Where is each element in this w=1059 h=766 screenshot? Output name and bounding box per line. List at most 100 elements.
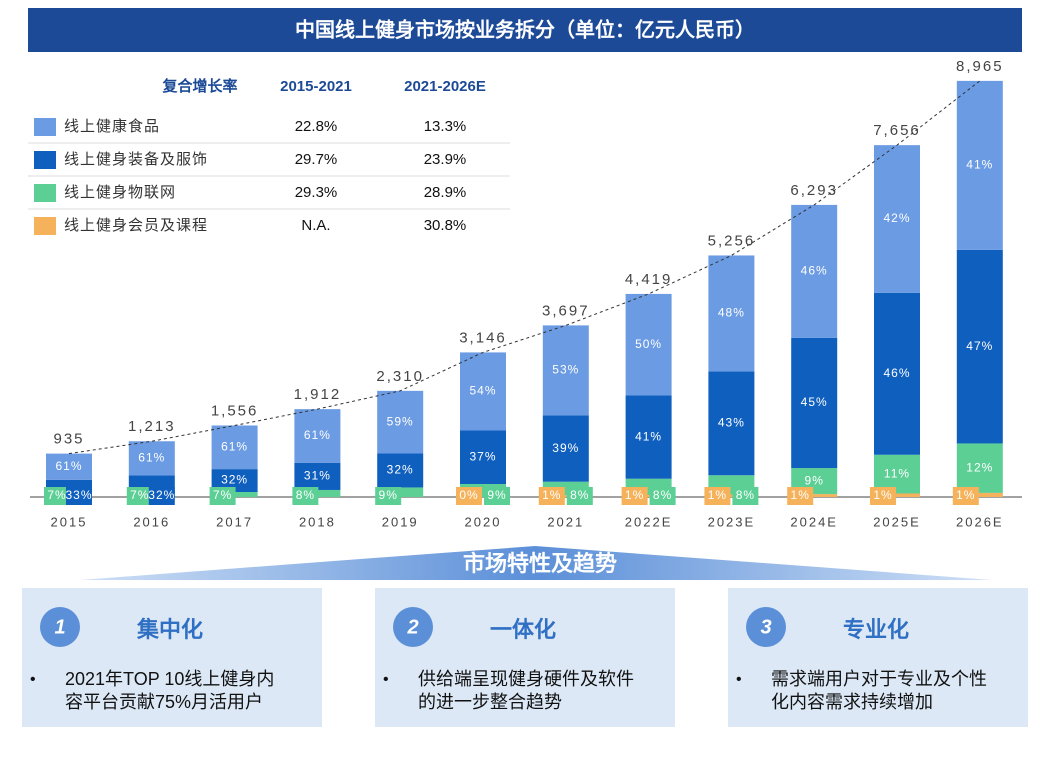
bar-segment <box>874 493 920 497</box>
cagr-value: 23.9% <box>424 151 467 168</box>
card-number: 1 <box>54 616 65 638</box>
card-title: 专业化 <box>843 617 909 642</box>
segment-label-box <box>375 487 402 505</box>
segment-label: 59% <box>387 414 414 428</box>
segment-label: 1% <box>791 488 810 502</box>
trends-title: 市场特性及趋势 <box>463 551 617 576</box>
bar-segment <box>708 494 755 497</box>
segment-label: 42% <box>883 211 910 225</box>
segment-label: 1% <box>625 488 644 502</box>
segment-label: 39% <box>552 441 579 455</box>
segment-label: 8% <box>653 488 672 502</box>
card-text: 的进一步整合趋势 <box>418 692 562 712</box>
card-text: 容平台贡献75%月活用户 <box>65 692 263 712</box>
segment-label: 61% <box>55 459 82 473</box>
segment-label: 46% <box>883 366 910 380</box>
card-title: 一体化 <box>490 617 556 642</box>
segment-label-box <box>952 487 979 505</box>
bar-segment <box>791 204 838 338</box>
segment-label: 8% <box>296 488 315 502</box>
segment-label-box <box>787 487 814 505</box>
segment-label: 8% <box>736 488 755 502</box>
segment-label: 7% <box>47 488 66 502</box>
segment-label: 32% <box>387 463 414 477</box>
segment-label-box <box>649 487 676 505</box>
x-tick-label: 2018 <box>299 514 336 529</box>
bullet: • <box>736 671 742 688</box>
segment-label: 12% <box>966 460 993 474</box>
bar-segment <box>542 495 589 497</box>
total-trend <box>68 80 981 455</box>
total-label: 1,912 <box>294 386 342 403</box>
bar-segment <box>294 409 341 463</box>
legend-label: 线上健身会员及课程 <box>64 217 208 234</box>
segment-label: 8% <box>570 488 589 502</box>
card-badge <box>393 607 433 647</box>
segment-label: 32% <box>148 488 175 502</box>
segment-label-box <box>732 487 759 505</box>
x-tick-label: 2024E <box>790 514 838 529</box>
bar-segment <box>956 249 1003 444</box>
segment-label-box <box>456 487 482 505</box>
bar-segment <box>211 425 258 470</box>
bar-segment <box>874 145 920 293</box>
segment-label-box <box>148 487 175 505</box>
x-tick-label: 2026E <box>956 514 1004 529</box>
title-bar <box>28 8 1022 52</box>
bar-segment <box>377 453 424 488</box>
legend-label: 线上健身装备及服饰 <box>64 151 208 168</box>
bar-segment <box>956 443 1003 493</box>
bar-segment <box>625 293 672 396</box>
card-title: 集中化 <box>136 617 203 642</box>
segment-label: 47% <box>966 339 993 353</box>
x-tick-label: 2019 <box>382 514 419 529</box>
bar-segment <box>625 494 672 497</box>
x-tick-label: 2015 <box>51 514 88 529</box>
total-label: 2,310 <box>376 368 424 385</box>
segment-label: 41% <box>966 158 993 172</box>
card-badge <box>746 607 786 647</box>
segment-label: 61% <box>304 428 331 442</box>
segment-label-box <box>292 487 319 505</box>
bar-segment <box>542 415 589 482</box>
total-label: 6,293 <box>790 182 838 199</box>
cagr-value: 30.8% <box>424 217 467 234</box>
segment-label: 1% <box>708 488 727 502</box>
bar-segment <box>377 390 424 454</box>
segment-label: 43% <box>718 415 745 429</box>
card-number: 3 <box>760 616 771 638</box>
total-label: 1,556 <box>211 402 259 419</box>
bullet: • <box>383 671 389 688</box>
card-badge <box>40 607 80 647</box>
cagr-value: N.A. <box>301 217 330 234</box>
total-label: 935 <box>53 431 84 448</box>
segment-label: 11% <box>884 466 910 480</box>
legend-swatch <box>34 217 56 235</box>
card-text: 需求端用户对于专业及个性 <box>771 669 987 689</box>
segment-label: 9% <box>805 473 824 487</box>
segment-label: 9% <box>487 488 506 502</box>
segment-label-box <box>704 487 731 505</box>
segment-label: 53% <box>552 363 579 377</box>
segment-label-box <box>566 487 593 505</box>
bar-segment <box>791 337 838 469</box>
x-tick-label: 2020 <box>465 514 502 529</box>
x-tick-label: 2022E <box>625 514 673 529</box>
bar-segment <box>294 462 341 490</box>
total-label: 8,965 <box>956 58 1004 75</box>
legend-header: 复合增长率 <box>161 77 237 95</box>
segment-label-box <box>621 487 648 505</box>
segment-label-box <box>538 487 565 505</box>
bar-segment <box>46 453 92 480</box>
legend-label: 线上健康食品 <box>64 118 160 135</box>
segment-label: 7% <box>213 488 232 502</box>
legend-swatch <box>34 184 56 202</box>
bar-segment <box>956 492 1003 497</box>
bar-segment <box>625 395 672 479</box>
total-label: 3,697 <box>542 302 590 319</box>
bar-segment <box>460 430 506 484</box>
x-tick-label: 2021 <box>547 514 584 529</box>
segment-label: 37% <box>469 449 496 463</box>
bar-segment <box>542 325 589 416</box>
